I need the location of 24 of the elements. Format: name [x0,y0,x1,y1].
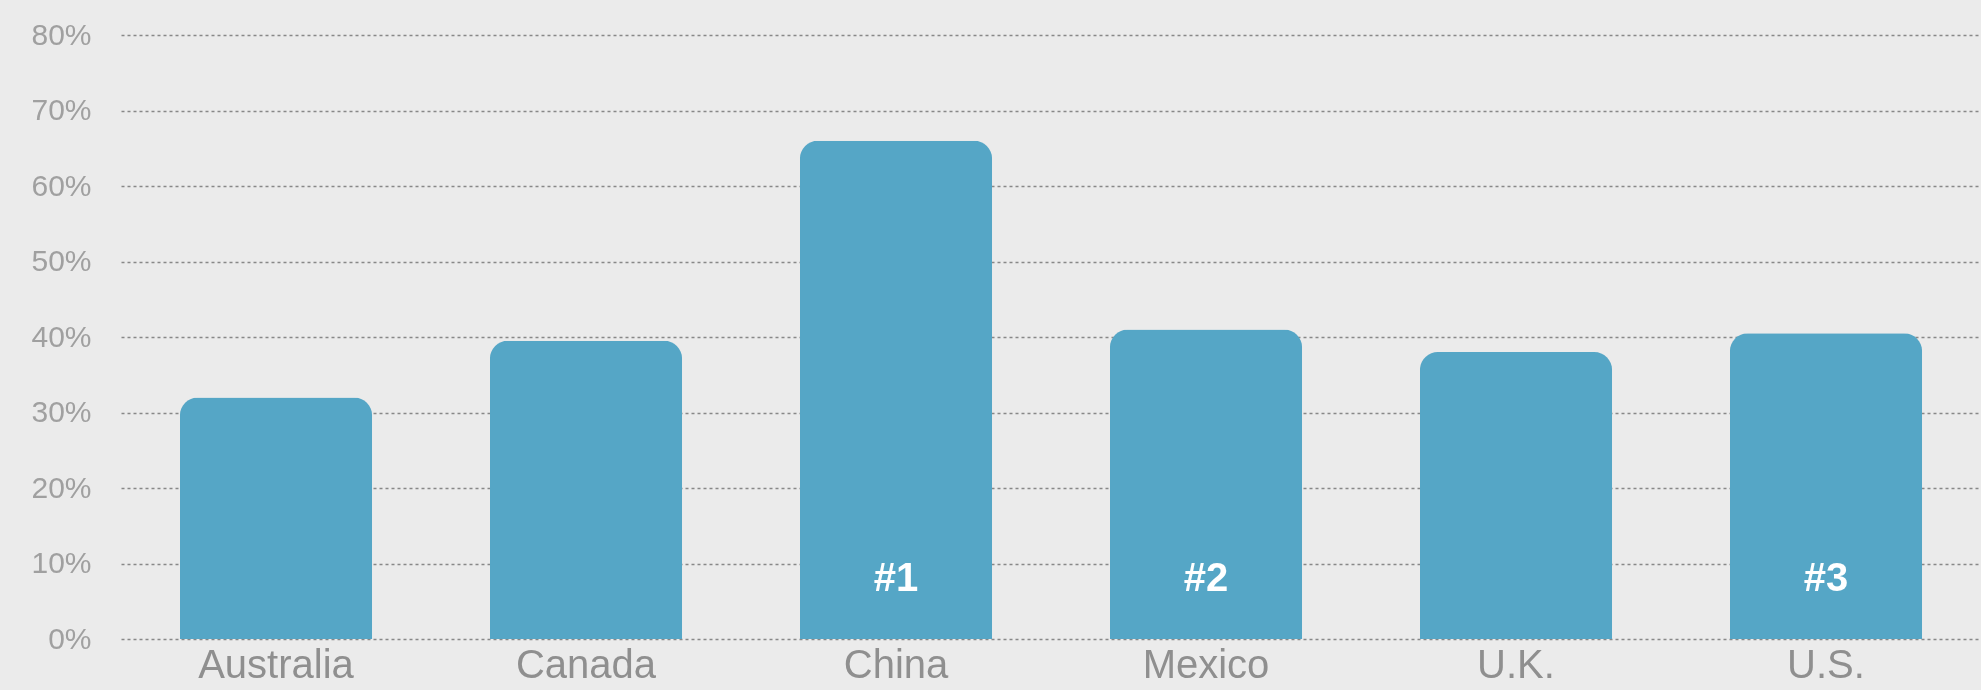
bar [179,397,373,639]
y-tick-label: 0% [48,621,92,655]
x-tick-label: Canada [515,641,657,686]
annotation: #2 [1183,554,1229,599]
annotation: #1 [873,554,919,599]
y-tick-label: 10% [31,546,92,579]
bar [1109,329,1303,639]
y-tick-label: 40% [31,319,92,353]
x-tick-label: Mexico [1142,641,1270,686]
y-tick-label: 30% [31,395,92,428]
y-tick-label: 50% [31,244,92,277]
x-tick-label: China [843,641,950,686]
x-tick-label: U.S. [1787,641,1865,686]
annotation: #3 [1803,554,1849,599]
bar [799,140,993,639]
y-tick-label: 60% [31,168,92,202]
y-tick-label: 20% [31,470,92,504]
bar [489,340,683,639]
x-tick-label: U.K. [1477,641,1555,686]
y-tick-label: 70% [31,93,92,126]
y-tick-label: 80% [31,17,92,51]
x-tick-label: Australia [198,641,355,686]
bar [1729,333,1923,639]
bar [1419,352,1613,639]
